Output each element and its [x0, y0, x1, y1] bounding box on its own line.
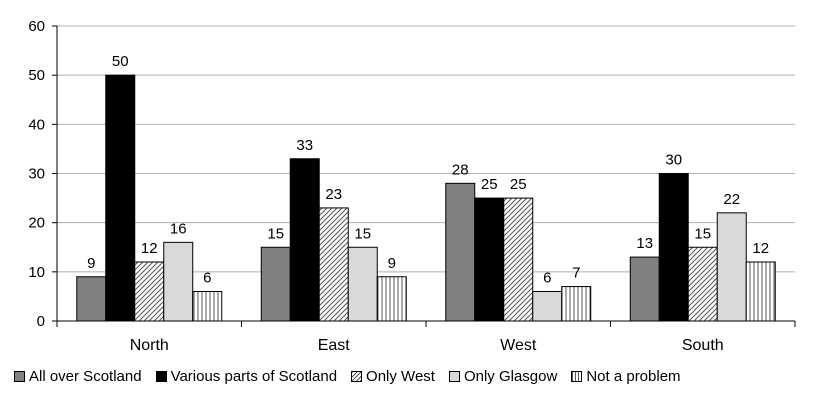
- data-label: 6: [543, 270, 551, 287]
- data-label: 15: [267, 225, 284, 242]
- data-label: 13: [636, 235, 653, 252]
- legend-label: Various parts of Scotland: [170, 368, 338, 385]
- data-label: 15: [354, 225, 371, 242]
- legend-item: Only Glasgow: [448, 368, 558, 385]
- bar: [658, 173, 689, 322]
- bar: [629, 256, 660, 322]
- y-tick-label: 60: [28, 18, 45, 35]
- bar: [503, 197, 534, 322]
- bar: [474, 197, 505, 322]
- x-category-label: North: [130, 337, 169, 354]
- data-label: 22: [723, 191, 740, 208]
- legend-swatch: [448, 371, 460, 382]
- data-label: 25: [510, 176, 527, 193]
- legend-item: Various parts of Scotland: [155, 368, 338, 385]
- bar: [318, 207, 349, 322]
- legend-item: All over Scotland: [14, 368, 142, 385]
- data-label: 12: [752, 240, 769, 257]
- y-tick-label: 40: [28, 116, 45, 133]
- bar: [163, 241, 194, 322]
- data-label: 25: [481, 176, 498, 193]
- bar: [376, 276, 407, 322]
- legend-label: All over Scotland: [29, 368, 142, 385]
- legend-item: Only West: [351, 368, 435, 385]
- bar: [76, 276, 107, 322]
- bar: [347, 246, 378, 322]
- data-label: 9: [87, 255, 95, 272]
- y-tick-label: 30: [28, 166, 45, 183]
- data-label: 50: [112, 53, 129, 70]
- legend-swatch: [14, 371, 25, 382]
- y-tick-label: 50: [28, 67, 45, 84]
- x-category-label: South: [682, 337, 724, 354]
- data-label: 15: [694, 225, 711, 242]
- bar: [192, 291, 223, 322]
- legend-label: Not a problem: [586, 368, 681, 385]
- data-label: 33: [296, 137, 313, 154]
- data-label: 7: [572, 265, 580, 282]
- bars: [76, 74, 776, 322]
- data-label: 6: [203, 270, 211, 287]
- data-label: 28: [452, 161, 469, 178]
- legend-swatch: [571, 371, 583, 382]
- x-category-label: West: [500, 337, 537, 354]
- legend-label: Only Glasgow: [463, 368, 558, 385]
- y-tick-label: 20: [28, 215, 45, 232]
- data-label: 9: [388, 255, 396, 272]
- legend: All over Scotland Various parts of Scotla…: [14, 368, 814, 385]
- x-category-label: East: [318, 337, 351, 354]
- legend-swatch: [351, 371, 363, 382]
- bar: [289, 158, 320, 322]
- y-tick-label: 10: [28, 264, 45, 281]
- bar: [532, 291, 563, 322]
- data-label: 30: [665, 152, 682, 169]
- bar: [716, 212, 747, 322]
- legend-label: Only West: [366, 368, 435, 385]
- legend-item: Not a problem: [571, 368, 681, 385]
- data-label: 12: [141, 240, 158, 257]
- data-label: 16: [170, 220, 187, 237]
- bar: [687, 246, 718, 322]
- bar: [260, 246, 291, 322]
- bar: [134, 261, 165, 322]
- y-tick-label: 0: [37, 313, 45, 330]
- data-labels: 9 50 12 16 6 15 33 23 15 9 28 25 25 6 7 13 30 15 22 12: [87, 53, 769, 286]
- bar: [105, 74, 136, 322]
- bar: [745, 261, 776, 322]
- data-label: 23: [325, 186, 342, 203]
- bar: [445, 182, 476, 322]
- legend-swatch: [155, 371, 167, 382]
- bar: [561, 286, 592, 322]
